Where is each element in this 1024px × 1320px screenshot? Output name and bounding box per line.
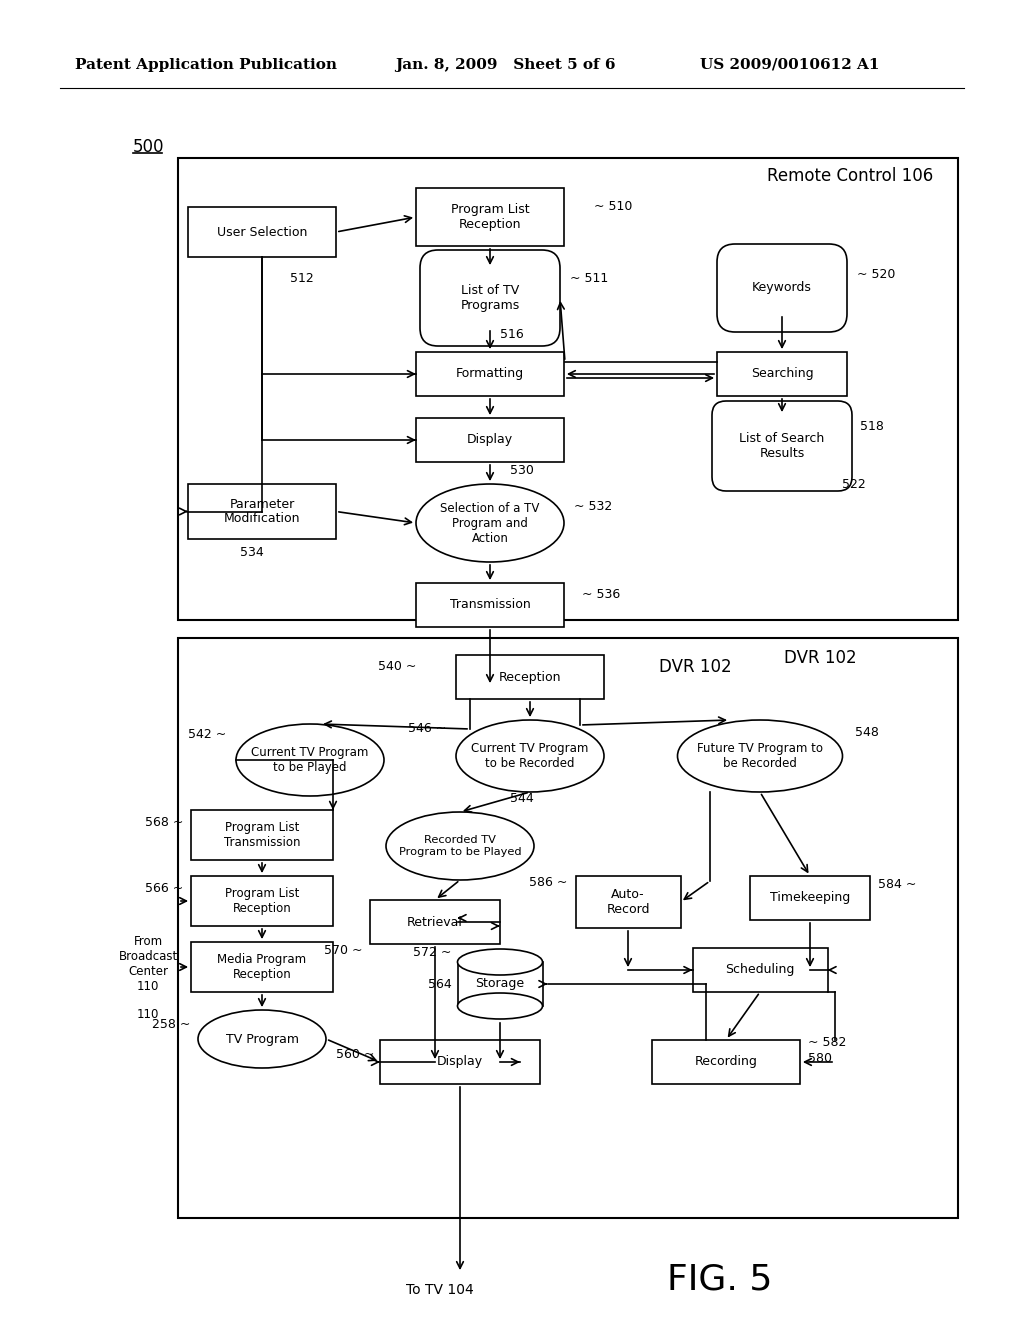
Text: Keywords: Keywords	[752, 281, 812, 294]
Text: Remote Control 106: Remote Control 106	[767, 168, 933, 185]
Text: TV Program: TV Program	[225, 1032, 299, 1045]
Text: Formatting: Formatting	[456, 367, 524, 380]
Text: Patent Application Publication: Patent Application Publication	[75, 58, 337, 73]
Text: ~ 511: ~ 511	[570, 272, 608, 285]
Text: 530: 530	[510, 463, 534, 477]
Text: Parameter
Modification: Parameter Modification	[224, 498, 300, 525]
FancyBboxPatch shape	[712, 401, 852, 491]
Bar	[416, 352, 564, 396]
Bar	[416, 418, 564, 462]
Text: 580: 580	[808, 1052, 831, 1064]
Text: 542 ~: 542 ~	[187, 727, 226, 741]
Text: ~ 510: ~ 510	[594, 199, 633, 213]
Text: User Selection: User Selection	[217, 226, 307, 239]
Bar	[191, 810, 333, 861]
Bar	[416, 187, 564, 246]
Text: Selection of a TV
Program and
Action: Selection of a TV Program and Action	[440, 502, 540, 544]
Text: Program List
Reception: Program List Reception	[451, 203, 529, 231]
Text: Media Program
Reception: Media Program Reception	[217, 953, 306, 981]
Text: Program List
Reception: Program List Reception	[225, 887, 299, 915]
Ellipse shape	[386, 812, 534, 880]
Text: 522: 522	[842, 479, 865, 491]
Text: 516: 516	[500, 327, 523, 341]
Text: From
Broadcast
Center
110: From Broadcast Center 110	[119, 935, 177, 993]
Text: 540 ~: 540 ~	[378, 660, 416, 673]
Text: Display: Display	[467, 433, 513, 446]
Text: ~ 582: ~ 582	[808, 1035, 847, 1048]
Bar	[191, 876, 333, 927]
Bar	[188, 484, 336, 539]
Bar	[370, 900, 500, 944]
Text: 518: 518	[860, 421, 884, 433]
Text: FIG. 5: FIG. 5	[668, 1263, 773, 1298]
Text: List of Search
Results: List of Search Results	[739, 432, 824, 459]
Ellipse shape	[236, 723, 384, 796]
Text: Timekeeping: Timekeeping	[770, 891, 850, 904]
Text: ~ 520: ~ 520	[857, 268, 895, 281]
Bar	[692, 948, 827, 993]
Text: 110: 110	[137, 1007, 159, 1020]
Text: 568 ~: 568 ~	[144, 816, 183, 829]
Text: 534: 534	[240, 546, 264, 560]
Bar	[456, 655, 604, 700]
FancyBboxPatch shape	[717, 244, 847, 333]
Text: 586 ~: 586 ~	[529, 875, 567, 888]
Text: 564: 564	[428, 978, 452, 990]
Ellipse shape	[678, 719, 843, 792]
Text: 548: 548	[854, 726, 879, 738]
Bar	[188, 207, 336, 257]
Text: Scheduling: Scheduling	[725, 964, 795, 977]
Bar	[416, 583, 564, 627]
Text: 572 ~: 572 ~	[413, 946, 452, 960]
Ellipse shape	[458, 949, 543, 975]
Text: US 2009/0010612 A1: US 2009/0010612 A1	[700, 58, 880, 73]
Text: Retrieval: Retrieval	[408, 916, 463, 928]
Text: Searching: Searching	[751, 367, 813, 380]
Text: 512: 512	[290, 272, 313, 285]
Text: 500: 500	[133, 139, 165, 156]
Text: List of TV
Programs: List of TV Programs	[461, 284, 519, 312]
Bar	[750, 876, 870, 920]
Bar	[178, 158, 958, 620]
Text: To TV 104: To TV 104	[407, 1283, 474, 1298]
Bar	[575, 876, 681, 928]
Bar	[717, 352, 847, 396]
Ellipse shape	[198, 1010, 326, 1068]
Bar	[178, 638, 958, 1218]
Bar	[652, 1040, 800, 1084]
Text: Future TV Program to
be Recorded: Future TV Program to be Recorded	[697, 742, 823, 770]
Bar	[380, 1040, 540, 1084]
Text: Transmission: Transmission	[450, 598, 530, 611]
Text: Current TV Program
to be Played: Current TV Program to be Played	[251, 746, 369, 774]
Text: 258 ~: 258 ~	[152, 1018, 190, 1031]
Text: Reception: Reception	[499, 671, 561, 684]
Text: 584 ~: 584 ~	[878, 878, 916, 891]
Text: 560 ~: 560 ~	[336, 1048, 374, 1060]
Text: Display: Display	[437, 1056, 483, 1068]
Text: Jan. 8, 2009   Sheet 5 of 6: Jan. 8, 2009 Sheet 5 of 6	[395, 58, 615, 73]
Text: ~ 532: ~ 532	[574, 499, 612, 512]
Bar	[458, 962, 543, 1006]
Ellipse shape	[416, 484, 564, 562]
Text: ~ 536: ~ 536	[582, 589, 621, 602]
Text: Recording: Recording	[694, 1056, 758, 1068]
Text: 566 ~: 566 ~	[144, 882, 183, 895]
Text: Auto-
Record: Auto- Record	[606, 888, 650, 916]
Text: DVR 102: DVR 102	[783, 649, 856, 667]
Text: Recorded TV
Program to be Played: Recorded TV Program to be Played	[398, 836, 521, 857]
FancyBboxPatch shape	[420, 249, 560, 346]
Text: 544: 544	[510, 792, 534, 804]
Text: 570 ~: 570 ~	[324, 944, 362, 957]
Ellipse shape	[458, 993, 543, 1019]
Ellipse shape	[456, 719, 604, 792]
Bar	[191, 942, 333, 993]
Text: DVR 102: DVR 102	[659, 657, 731, 676]
Text: Storage: Storage	[475, 978, 524, 990]
Text: Current TV Program
to be Recorded: Current TV Program to be Recorded	[471, 742, 589, 770]
Text: Program List
Transmission: Program List Transmission	[224, 821, 300, 849]
Text: 546 ~: 546 ~	[408, 722, 446, 734]
